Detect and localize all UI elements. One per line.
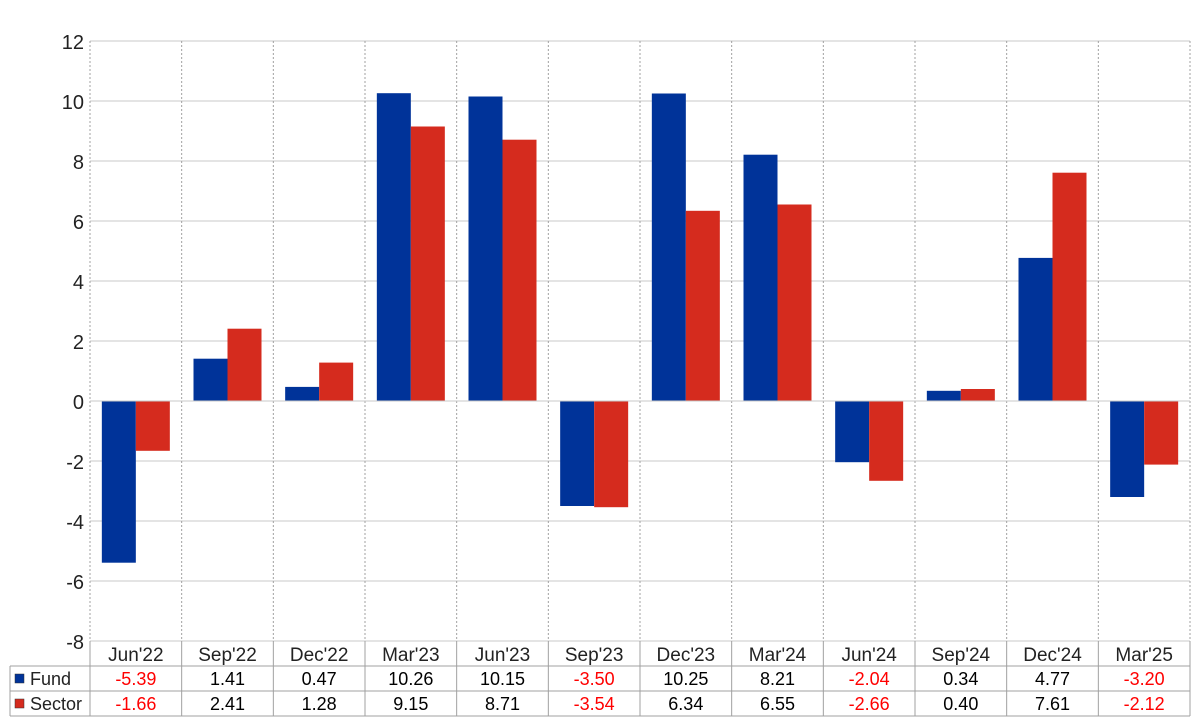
x-tick-label: Dec'24 [1023, 645, 1082, 666]
data-label-sector: 2.41 [210, 694, 245, 714]
bar-fund-3 [376, 93, 411, 401]
y-tick-label: -8 [66, 632, 84, 654]
bar-sector-10 [1052, 172, 1087, 401]
data-label-sector: 0.40 [943, 694, 978, 714]
data-label-sector: 6.34 [668, 694, 703, 714]
data-label-fund: -3.50 [574, 669, 615, 689]
bar-sector-6 [685, 210, 720, 401]
bar-fund-5 [560, 401, 595, 506]
bar-sector-4 [502, 139, 537, 401]
data-label-fund: -3.20 [1124, 669, 1165, 689]
bar-fund-6 [651, 93, 686, 401]
x-tick-label: Sep'23 [565, 645, 624, 666]
bar-fund-2 [285, 386, 320, 401]
y-tick-label: 6 [73, 212, 84, 234]
data-label-sector: -2.66 [849, 694, 890, 714]
bar-sector-7 [777, 204, 812, 401]
data-label-fund: 0.47 [302, 669, 337, 689]
legend-swatch-sector [14, 698, 25, 709]
y-tick-label: -4 [66, 512, 84, 534]
x-tick-label: Mar'23 [382, 645, 439, 666]
data-label-fund: 10.15 [480, 669, 525, 689]
bar-fund-10 [1018, 257, 1053, 401]
bar-sector-3 [410, 126, 445, 401]
x-tick-label: Jun'23 [475, 645, 530, 666]
bar-fund-9 [926, 390, 961, 401]
legend-label-fund: Fund [30, 669, 71, 689]
y-tick-label: 8 [73, 152, 84, 174]
bar-sector-1 [227, 328, 262, 401]
y-tick-label: 4 [73, 272, 84, 294]
y-tick-label: -6 [66, 572, 84, 594]
data-label-fund: 8.21 [760, 669, 795, 689]
data-label-fund: -2.04 [849, 669, 890, 689]
data-label-sector: 7.61 [1035, 694, 1070, 714]
bar-sector-2 [319, 362, 354, 401]
bar-sector-9 [960, 389, 995, 401]
x-tick-label: Dec'23 [657, 645, 716, 666]
bar-sector-0 [135, 401, 170, 451]
bar-fund-0 [101, 401, 136, 563]
data-label-sector: 9.15 [393, 694, 428, 714]
y-tick-label: 0 [73, 392, 84, 414]
data-label-fund: -5.39 [115, 669, 156, 689]
legend-label-sector: Sector [30, 694, 82, 714]
data-label-fund: 0.34 [943, 669, 978, 689]
data-label-fund: 10.26 [388, 669, 433, 689]
data-label-sector: 1.28 [302, 694, 337, 714]
bar-fund-1 [193, 358, 228, 401]
data-label-sector: -1.66 [115, 694, 156, 714]
x-tick-label: Mar'24 [749, 645, 807, 666]
y-tick-label: 2 [73, 332, 84, 354]
bar-sector-5 [594, 401, 629, 508]
bar-sector-8 [869, 401, 904, 481]
y-tick-label: 10 [62, 92, 84, 114]
x-tick-label: Jun'24 [841, 645, 897, 666]
data-label-sector: 8.71 [485, 694, 520, 714]
bar-fund-8 [835, 401, 870, 463]
legend-swatch-fund [14, 673, 25, 684]
x-tick-label: Jun'22 [108, 645, 163, 666]
y-tick-label: 12 [62, 32, 84, 54]
x-tick-label: Dec'22 [290, 645, 349, 666]
x-tick-label: Sep'22 [198, 645, 257, 666]
data-label-fund: 10.25 [663, 669, 708, 689]
data-label-fund: 4.77 [1035, 669, 1070, 689]
data-label-fund: 1.41 [210, 669, 245, 689]
y-tick-label: -2 [66, 452, 84, 474]
data-label-sector: -2.12 [1124, 694, 1165, 714]
x-tick-label: Mar'25 [1115, 645, 1172, 666]
data-label-sector: -3.54 [574, 694, 615, 714]
bar-sector-11 [1144, 401, 1179, 465]
x-tick-label: Sep'24 [932, 645, 991, 666]
bar-fund-7 [743, 154, 778, 401]
bar-fund-4 [468, 96, 503, 401]
bar-fund-11 [1110, 401, 1145, 497]
data-label-sector: 6.55 [760, 694, 795, 714]
